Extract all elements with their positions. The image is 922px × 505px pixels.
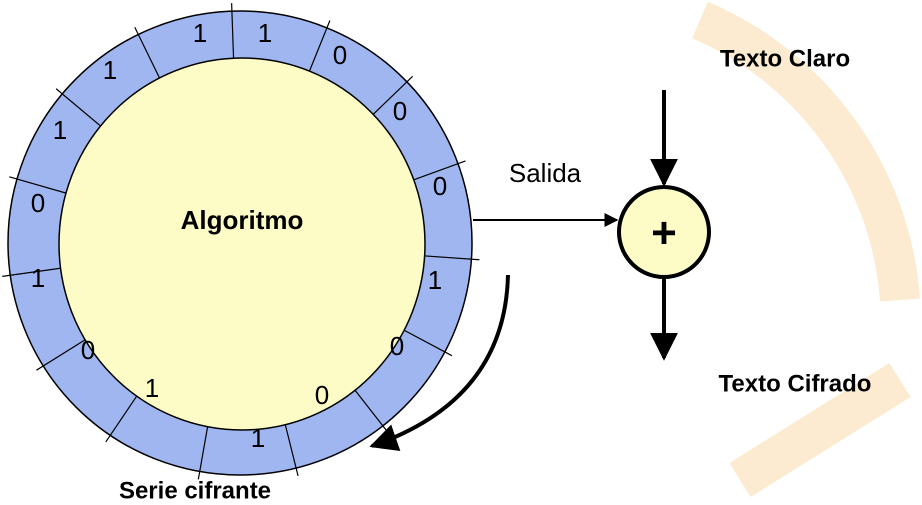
bit: 1: [53, 115, 67, 145]
bit: 0: [333, 40, 347, 70]
bit: 1: [31, 263, 45, 293]
divider: [134, 27, 164, 86]
bit: 0: [390, 331, 404, 361]
bit: 0: [393, 96, 407, 126]
bit: 1: [251, 423, 265, 453]
algorithm-core: [58, 57, 426, 431]
divider: [9, 176, 72, 196]
keystream-label: Serie cifrante: [119, 477, 271, 504]
bit: 1: [103, 55, 117, 85]
bit: 0: [81, 335, 95, 365]
algorithm-label: Algoritmo: [181, 205, 304, 235]
ciphertext-label: Texto Cifrado: [719, 370, 872, 397]
keystream-arrow: [369, 274, 510, 451]
bit: 1: [258, 18, 272, 48]
divider: [55, 88, 107, 131]
bits: 1 1 1 0 0 0 1 0 0 1 1 0 1 0 1: [31, 18, 447, 453]
bit: 1: [428, 265, 442, 295]
xor-node: [617, 185, 711, 279]
xor-symbol: +: [651, 209, 677, 258]
bit: 0: [433, 171, 447, 201]
output-label: Salida: [509, 158, 582, 188]
plaintext-label: Texto Claro: [720, 45, 850, 72]
divider: [404, 160, 466, 184]
bit: 1: [193, 18, 207, 48]
divider: [2, 266, 67, 277]
bit: 1: [145, 373, 159, 403]
divider: [231, 3, 235, 69]
watermark: [692, 1, 920, 497]
bit: 0: [31, 188, 45, 218]
divider: [36, 335, 92, 371]
divider: [105, 387, 143, 443]
bit: 0: [315, 380, 329, 410]
